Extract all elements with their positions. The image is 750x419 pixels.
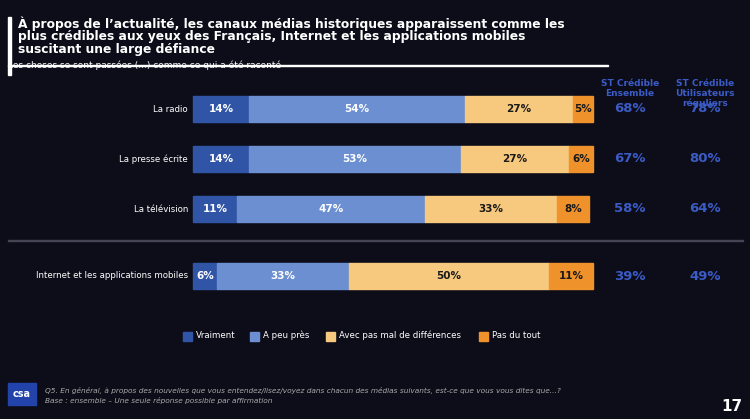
- Text: 27%: 27%: [503, 154, 527, 164]
- Bar: [8, 65, 608, 66]
- Text: 14%: 14%: [209, 154, 233, 164]
- Text: Les choses se sont passées (...) comme ce qui a été raconté: Les choses se sont passées (...) comme c…: [8, 61, 281, 70]
- Text: La télévision: La télévision: [134, 204, 188, 214]
- Bar: [326, 331, 335, 341]
- Bar: [425, 196, 557, 222]
- Text: suscitant une large défiance: suscitant une large défiance: [18, 43, 215, 56]
- Bar: [249, 146, 461, 172]
- Text: 68%: 68%: [614, 103, 646, 116]
- Text: 50%: 50%: [436, 271, 461, 281]
- Bar: [193, 96, 249, 122]
- Text: Avec pas mal de différences: Avec pas mal de différences: [339, 330, 461, 340]
- Text: 14%: 14%: [209, 104, 233, 114]
- Text: 6%: 6%: [572, 154, 590, 164]
- Bar: [193, 146, 249, 172]
- Text: 39%: 39%: [614, 269, 646, 282]
- Bar: [193, 263, 217, 289]
- Text: Internet et les applications mobiles: Internet et les applications mobiles: [36, 272, 188, 280]
- Text: La presse écrite: La presse écrite: [119, 154, 188, 164]
- Bar: [8, 240, 743, 241]
- Text: 33%: 33%: [478, 204, 503, 214]
- Text: Pas du tout: Pas du tout: [491, 331, 540, 339]
- Text: 17: 17: [721, 399, 742, 414]
- Text: 33%: 33%: [271, 271, 296, 281]
- Text: 11%: 11%: [202, 204, 227, 214]
- Bar: [573, 96, 593, 122]
- Text: À propos de l’actualité, les canaux médias historiques apparaissent comme les: À propos de l’actualité, les canaux médi…: [18, 17, 565, 31]
- Bar: [249, 96, 465, 122]
- Bar: [478, 331, 488, 341]
- Text: réguliers: réguliers: [682, 99, 728, 109]
- Text: 8%: 8%: [564, 204, 582, 214]
- Bar: [217, 263, 349, 289]
- Bar: [193, 196, 237, 222]
- Text: csa: csa: [13, 389, 31, 399]
- Text: Utilisateurs: Utilisateurs: [675, 89, 735, 98]
- Text: 11%: 11%: [559, 271, 584, 281]
- Text: Ensemble: Ensemble: [605, 89, 655, 98]
- Text: 27%: 27%: [506, 104, 532, 114]
- Text: A peu près: A peu près: [263, 330, 309, 340]
- Text: 80%: 80%: [689, 153, 721, 166]
- Bar: [569, 146, 593, 172]
- Bar: [237, 196, 425, 222]
- Bar: [183, 331, 192, 341]
- Bar: [461, 146, 569, 172]
- Text: 54%: 54%: [344, 104, 370, 114]
- Bar: [8, 17, 11, 75]
- Text: ST Crédible: ST Crédible: [676, 79, 734, 88]
- Text: ST Crédible: ST Crédible: [601, 79, 659, 88]
- Bar: [250, 331, 259, 341]
- Bar: [8, 383, 36, 405]
- Bar: [557, 196, 589, 222]
- Text: Vraiment: Vraiment: [196, 331, 236, 339]
- Text: 67%: 67%: [614, 153, 646, 166]
- Text: La radio: La radio: [153, 104, 188, 114]
- Text: Q5. En général, à propos des nouvelles que vous entendez/lisez/voyez dans chacun: Q5. En général, à propos des nouvelles q…: [45, 387, 561, 394]
- Bar: [465, 96, 573, 122]
- Text: 49%: 49%: [689, 269, 721, 282]
- Text: 5%: 5%: [574, 104, 592, 114]
- Text: 6%: 6%: [196, 271, 214, 281]
- Text: 64%: 64%: [689, 202, 721, 215]
- Text: plus crédibles aux yeux des Français, Internet et les applications mobiles: plus crédibles aux yeux des Français, In…: [18, 30, 525, 43]
- Text: Base : ensemble – Une seule réponse possible par affirmation: Base : ensemble – Une seule réponse poss…: [45, 397, 272, 404]
- Text: 53%: 53%: [343, 154, 368, 164]
- Text: 78%: 78%: [689, 103, 721, 116]
- Bar: [549, 263, 593, 289]
- Text: 58%: 58%: [614, 202, 646, 215]
- Text: 47%: 47%: [318, 204, 344, 214]
- Bar: [349, 263, 549, 289]
